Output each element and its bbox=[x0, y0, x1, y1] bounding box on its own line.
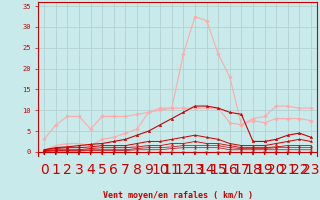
X-axis label: Vent moyen/en rafales ( km/h ): Vent moyen/en rafales ( km/h ) bbox=[103, 191, 252, 200]
